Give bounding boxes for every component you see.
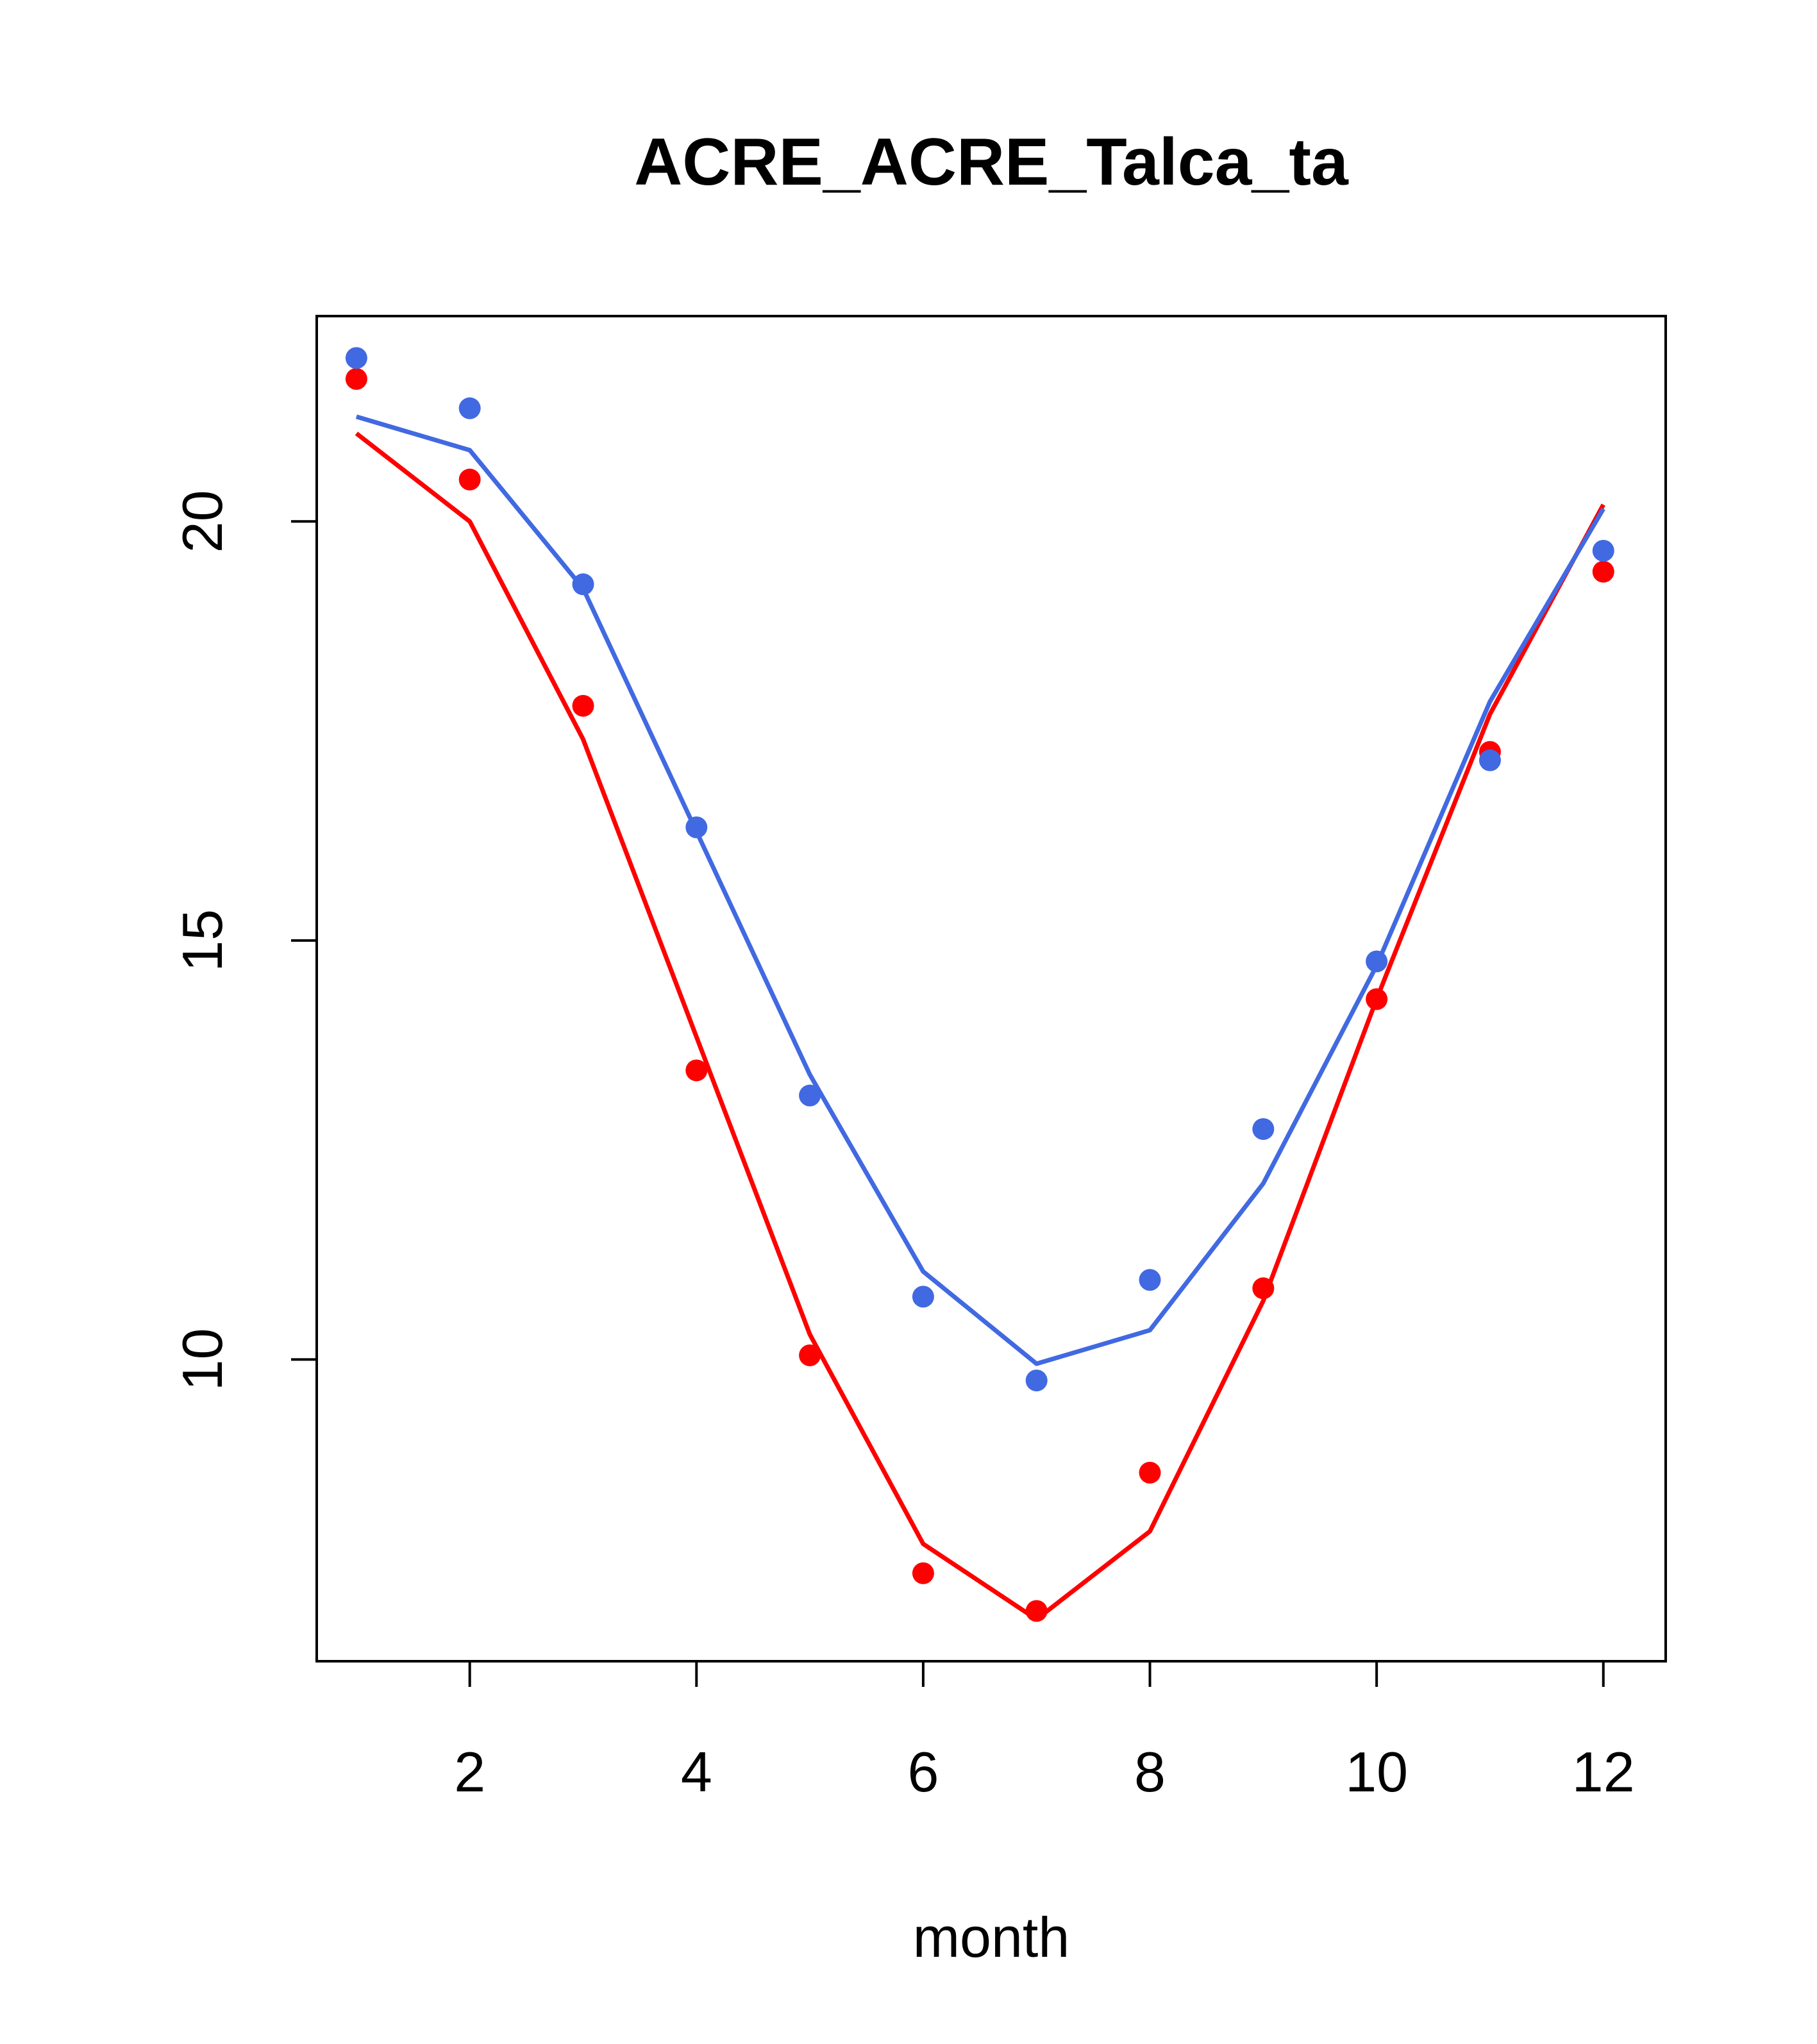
x-tick-label-12: 12	[1572, 1740, 1635, 1804]
y-tick-label-15: 15	[171, 909, 234, 972]
plot-frame	[315, 315, 1667, 1663]
x-tick-label-2: 2	[454, 1740, 485, 1804]
y-axis: 10 15 20	[171, 490, 318, 1391]
series-1-point-month-10	[1366, 988, 1388, 1010]
series-2-point-month-2	[458, 397, 481, 419]
series-1-point-month-3	[572, 694, 594, 717]
series-1-point-month-4	[685, 1059, 708, 1082]
series-2-point-month-1	[345, 347, 367, 369]
series-1-fit-line	[355, 431, 1605, 1622]
y-tick-label-10: 10	[171, 1328, 234, 1391]
series-2-point-month-4	[685, 816, 708, 839]
series-2-point-month-7	[1025, 1370, 1048, 1392]
y-tick-label-20: 20	[171, 490, 234, 553]
series-2-point-month-11	[1478, 749, 1501, 771]
series-1-point-month-8	[1139, 1461, 1161, 1484]
x-axis: 2 4 6 8 10 12	[454, 1660, 1635, 1804]
series-2-point-month-12	[1592, 540, 1614, 562]
x-axis-title: month	[913, 1906, 1070, 1969]
series-1-point-month-12	[1592, 560, 1614, 583]
series-2-point-month-9	[1252, 1118, 1275, 1140]
series-2-point-month-8	[1139, 1269, 1161, 1291]
series-2-point-month-10	[1366, 950, 1388, 973]
series-2-point-month-3	[572, 573, 594, 596]
series-1-point-month-6	[912, 1562, 934, 1584]
series-layer	[345, 347, 1614, 1622]
x-tick-label-8: 8	[1134, 1740, 1166, 1804]
x-tick-label-6: 6	[907, 1740, 939, 1804]
series-2-point-month-6	[912, 1286, 934, 1308]
series-2-point-month-5	[799, 1084, 821, 1107]
series-1-point-month-5	[799, 1344, 821, 1366]
x-tick-label-4: 4	[681, 1740, 712, 1804]
x-tick-label-10: 10	[1345, 1740, 1408, 1804]
series-1-point-month-2	[458, 468, 481, 490]
series-1-point-month-9	[1252, 1277, 1275, 1300]
series-2-fit-line	[355, 414, 1605, 1366]
chart-title: ACRE_ACRE_Talca_ta	[634, 125, 1349, 199]
series-1-point-month-7	[1025, 1600, 1048, 1622]
series-1-point-month-1	[345, 368, 367, 390]
